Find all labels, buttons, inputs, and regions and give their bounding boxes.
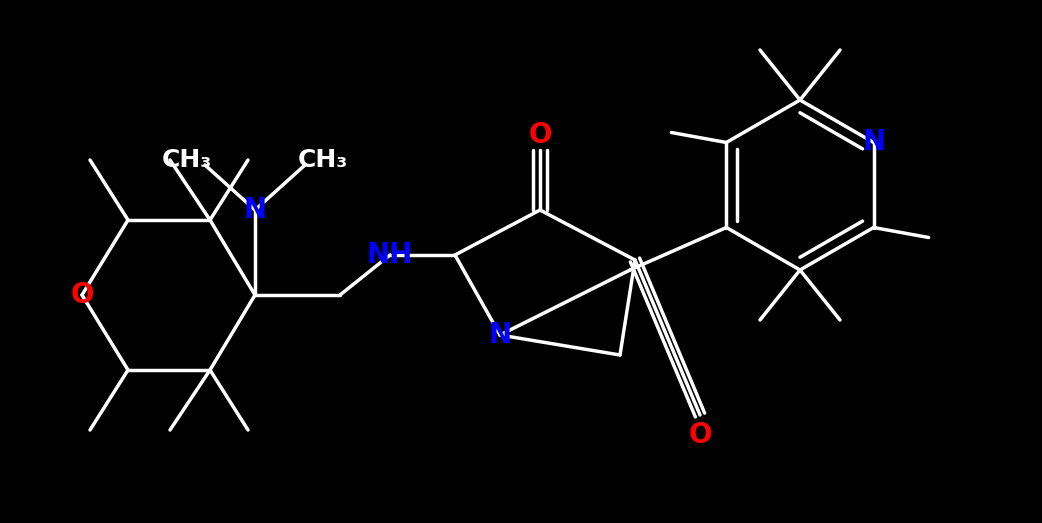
Text: CH₃: CH₃ [298, 148, 348, 172]
Text: O: O [528, 121, 552, 149]
Text: N: N [862, 129, 885, 156]
Text: CH₃: CH₃ [162, 148, 213, 172]
Text: N: N [489, 321, 512, 349]
Text: NH: NH [367, 241, 413, 269]
Text: N: N [244, 196, 267, 224]
Text: O: O [689, 421, 712, 449]
Text: O: O [70, 281, 94, 309]
